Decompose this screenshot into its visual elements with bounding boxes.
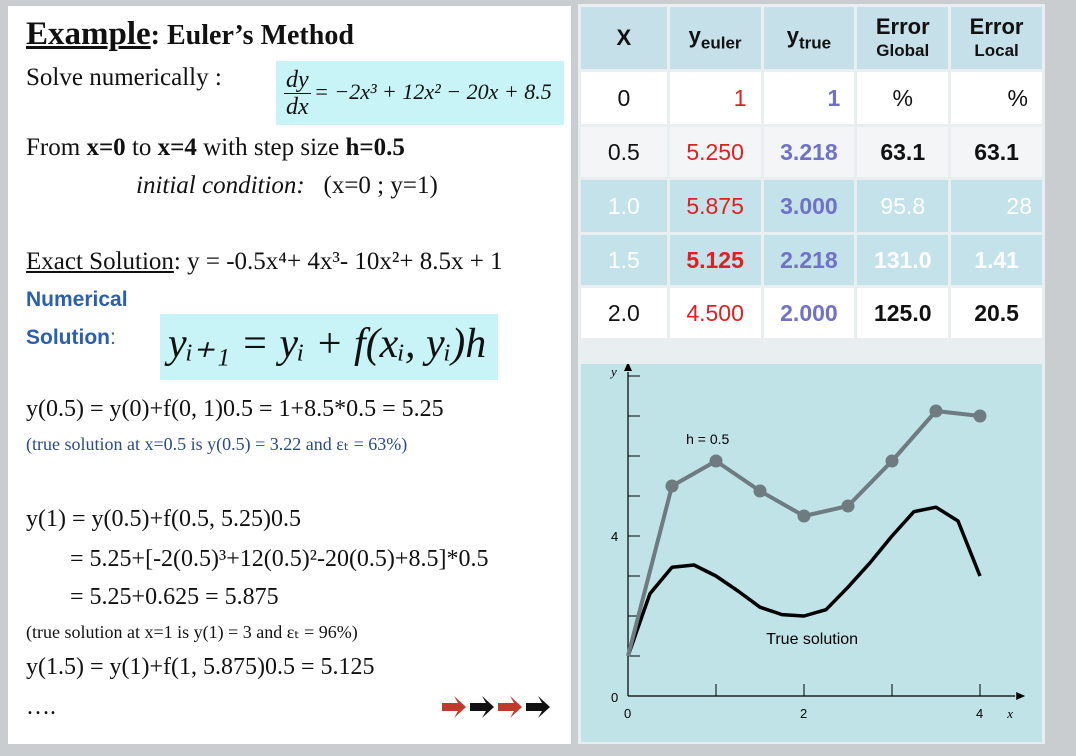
step-2b: = 5.25+[-2(0.5)³+12(0.5)²-20(0.5)+8.5]*0… [70,546,489,572]
euler-chart-svg: 0 2 4 0 4 x y h = 0.5 True solution [609,362,1026,721]
next-arrows-icon[interactable] [440,692,556,722]
arrow-black-2-icon [526,696,550,718]
euler-point [841,499,855,513]
table-row: 1.0 5.875 3.000 95.8 28 [581,180,1042,232]
cell-y-euler: 1 [669,72,761,124]
cell-x: 1.5 [581,235,667,285]
ellipsis: …. [26,694,56,720]
true-solution-line [626,505,982,657]
slide-title: Example: Euler’s Method [26,16,354,52]
ode-numerator: dy [284,67,311,95]
range-statement: From x=0 to x=4 with step size h=0.5 [26,134,405,161]
cell-y-true: 2.218 [763,235,855,285]
euler-point [753,484,767,498]
cell-error-global: 125.0 [857,288,949,338]
table-row: 0.5 5.250 3.218 63.1 63.1 [581,127,1042,177]
euler-plot: 0 2 4 0 4 x y h = 0.5 True solution [581,362,1042,742]
table-row: 2.0 4.500 2.000 125.0 20.5 [581,288,1042,338]
cell-y-true: 3.218 [763,127,855,177]
header-y-true: ytrue [763,7,855,69]
cell-y-true: 3.000 [763,180,855,232]
cell-x: 1.0 [581,180,667,232]
arrow-red-2-icon [498,696,522,718]
cell-error-global: 95.8 [857,180,949,232]
header-error-global: Error Global [857,7,949,69]
step-2c: = 5.25+0.625 = 5.875 [70,584,279,610]
arrow-red-1-icon [442,696,466,718]
cell-error-local: 20.5 [951,288,1042,338]
x-tick-label: 4 [976,706,983,721]
cell-error-global: 131.0 [857,235,949,285]
note-1: (true solution at x=0.5 is y(0.5) = 3.22… [26,434,408,454]
cell-x: 2.0 [581,288,667,338]
solution-label: Solution: [26,326,116,349]
euler-approx-line [626,409,981,657]
slide-right-panel: X yeuler ytrue Error Global Error Local 0 … [578,4,1045,744]
table-row: 1.5 5.125 2.218 131.0 1.41 [581,235,1042,285]
cell-x: 0.5 [581,127,667,177]
y-axis-label: y [609,364,617,379]
note-2: (true solution at x=1 is y(1) = 3 and εₜ… [26,622,358,642]
euler-point [709,454,723,468]
cell-error-global: 63.1 [857,127,949,177]
x-tick-label: 2 [800,706,807,721]
initial-condition: initial condition: (x=0 ; y=1) [136,172,438,199]
step-2a: y(1) = y(0.5)+f(0.5, 5.25)0.5 [26,506,302,532]
header-y-euler: yeuler [669,7,761,69]
ode-rhs: = −2x³ + 12x² − 20x + 8.5 [314,79,552,104]
step-3: y(1.5) = y(1)+f(1, 5.875)0.5 = 5.125 [26,654,375,680]
euler-point [665,479,679,493]
solve-label: Solve numerically : [26,64,222,91]
y-tick-label: 4 [611,529,618,544]
cell-y-euler: 5.250 [669,127,761,177]
cell-y-euler: 5.875 [669,180,761,232]
arrow-black-1-icon [470,696,494,718]
euler-point [929,404,943,418]
ode-equation: dy dx = −2x³ + 12x² − 20x + 8.5 [276,61,564,125]
true-solution-annotation: True solution [766,631,858,648]
table-header-row: X yeuler ytrue Error Global Error Local [581,7,1042,69]
euler-point [797,509,811,523]
cell-error-local: % [951,72,1042,124]
cell-error-local: 1.41 [951,235,1042,285]
cell-y-euler: 5.125 [669,235,761,285]
x-axis-arrow-icon [1016,692,1026,700]
cell-error-local: 28 [951,180,1042,232]
error-table: X yeuler ytrue Error Global Error Local 0 … [578,4,1045,341]
cell-y-true: 2.000 [763,288,855,338]
h-annotation: h = 0.5 [686,431,729,447]
euler-formula: yᵢ₊₁ = yᵢ + f(xᵢ, yᵢ)h [168,321,487,367]
numerical-label: Numerical [26,288,128,311]
x-tick-label: 0 [624,706,631,721]
cell-x: 0 [581,72,667,124]
y-axis-arrow-icon [624,362,632,371]
x-axis-label: x [1006,706,1013,721]
cell-y-true: 1 [763,72,855,124]
euler-point [973,409,987,423]
ode-denominator: dx [286,94,309,121]
euler-formula-box: yᵢ₊₁ = yᵢ + f(xᵢ, yᵢ)h [160,314,498,380]
y-tick-label: 0 [611,690,618,705]
table-row: 0 1 1 % % [581,72,1042,124]
header-error-local: Error Local [951,7,1042,69]
cell-error-global: % [857,72,949,124]
euler-point [885,454,899,468]
slide-left-panel: Example: Euler’s Method Solve numericall… [8,6,571,744]
exact-solution: Exact Solution: y = -0.5x⁴+ 4x³- 10x²+ 8… [26,248,503,275]
cell-error-local: 63.1 [951,127,1042,177]
header-x: X [581,7,667,69]
cell-y-euler: 4.500 [669,288,761,338]
step-1: y(0.5) = y(0)+f(0, 1)0.5 = 1+8.5*0.5 = 5… [26,396,444,422]
